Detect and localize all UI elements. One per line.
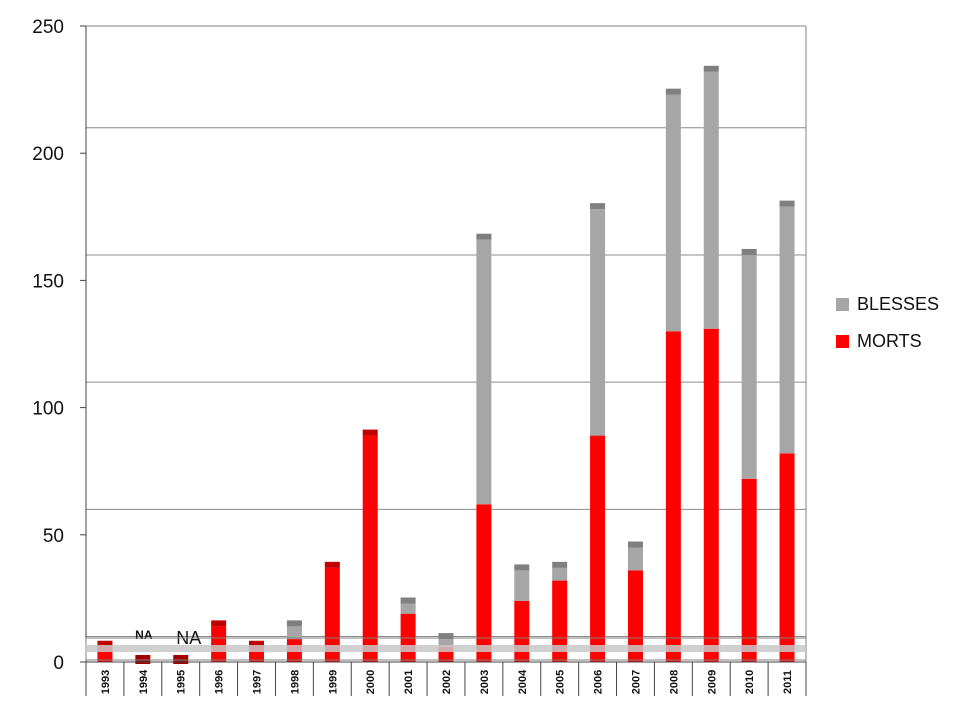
- y-tick-label-1: 50: [43, 526, 64, 547]
- x-tick-label-2008: 2008: [668, 670, 680, 694]
- bar-blesses-1998: [286, 626, 302, 640]
- bar-blesses-2006: [590, 209, 606, 436]
- bar-blesses-2004: [514, 570, 530, 601]
- y-tick-label-4: 200: [32, 144, 64, 165]
- legend-item-morts: MORTS: [836, 331, 939, 351]
- x-tick-label-1994: 1994: [138, 669, 150, 694]
- bar-cap-2006: [590, 203, 606, 210]
- y-tick-label-5: 250: [32, 17, 64, 38]
- bar-cap-1998: [286, 620, 302, 627]
- x-tick-label-1997: 1997: [252, 670, 264, 694]
- x-tick-label-1996: 1996: [214, 670, 226, 694]
- legend-item-blesses: BLESSES: [836, 294, 939, 314]
- x-tick-label-2011: 2011: [782, 670, 794, 694]
- bar-cap-2008: [665, 88, 681, 95]
- bar-cap-2002: [438, 633, 454, 640]
- bar-blesses-2010: [741, 254, 757, 479]
- floor-band: [86, 645, 806, 652]
- bar-blesses-2001: [400, 603, 416, 614]
- bar-morts-2004: [514, 600, 530, 662]
- bar-blesses-2007: [627, 547, 643, 571]
- bar-blesses-2008: [665, 94, 681, 332]
- bar-cap-1996: [211, 620, 227, 627]
- bar-morts-2005: [552, 580, 568, 662]
- bar-cap-2010: [741, 248, 757, 255]
- bar-morts-1996: [211, 626, 227, 662]
- bar-cap-2007: [627, 541, 643, 548]
- annotation-na-1994: NA: [135, 628, 153, 642]
- x-tick-label-2000: 2000: [365, 670, 377, 694]
- legend-swatch-morts: [836, 334, 849, 348]
- bar-cap-1993: [97, 640, 113, 647]
- bar-blesses-2005: [552, 567, 568, 581]
- bar-morts-2003: [476, 504, 492, 662]
- bar-blesses-2002: [438, 639, 454, 647]
- x-tick-label-2006: 2006: [593, 670, 605, 694]
- y-tick-label-3: 150: [32, 271, 64, 292]
- bar-cap-2005: [552, 561, 568, 568]
- x-tick-label-2003: 2003: [479, 670, 491, 694]
- x-tick-label-2005: 2005: [555, 670, 567, 694]
- bar-cap-2000: [362, 429, 378, 436]
- x-tick-label-2010: 2010: [744, 670, 756, 694]
- y-tick-label-0: 0: [53, 653, 64, 674]
- bar-cap-2003: [476, 233, 492, 240]
- bar-cap-1997: [249, 640, 265, 647]
- bar-morts-2007: [627, 570, 643, 662]
- x-tick-label-1998: 1998: [289, 670, 301, 694]
- y-tick-label-2: 100: [32, 399, 64, 420]
- bar-morts-2006: [590, 435, 606, 662]
- x-tick-label-2004: 2004: [517, 669, 529, 694]
- bar-blesses-2009: [703, 71, 719, 329]
- legend-label-blesses: BLESSES: [857, 293, 940, 314]
- legend-label-morts: MORTS: [857, 330, 922, 351]
- bar-cap-1999: [324, 561, 340, 568]
- bar-morts-2008: [665, 331, 681, 662]
- x-tick-label-2009: 2009: [706, 670, 718, 694]
- x-tick-label-1995: 1995: [176, 670, 188, 694]
- bar-morts-2009: [703, 328, 719, 662]
- bar-morts-2010: [741, 478, 757, 662]
- bar-morts-2011: [779, 453, 795, 662]
- legend-swatch-blesses: [836, 297, 849, 311]
- bar-blesses-2011: [779, 206, 795, 454]
- x-tick-label-1993: 1993: [100, 670, 112, 694]
- bar-blesses-2003: [476, 239, 492, 505]
- x-tick-label-1999: 1999: [327, 670, 339, 694]
- bar-cap-2001: [400, 597, 416, 604]
- bar-morts-2000: [362, 435, 378, 662]
- bar-cap-2011: [779, 200, 795, 207]
- x-tick-label-2007: 2007: [630, 670, 642, 694]
- bar-cap-2009: [703, 65, 719, 72]
- bar-cap-2004: [514, 564, 530, 571]
- legend: BLESSES MORTS: [836, 294, 939, 368]
- x-tick-label-2001: 2001: [403, 670, 415, 694]
- x-tick-label-2002: 2002: [441, 670, 453, 694]
